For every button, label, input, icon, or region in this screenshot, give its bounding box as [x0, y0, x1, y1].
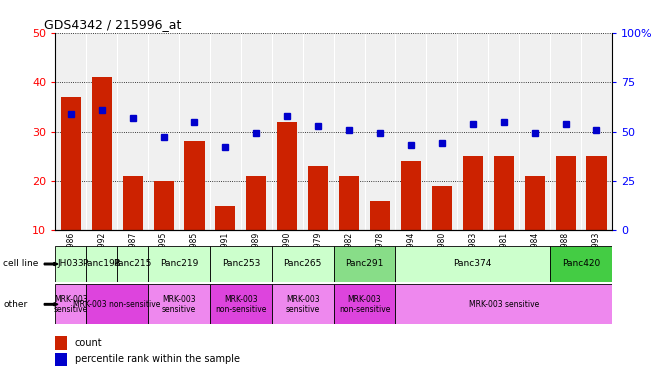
Text: Panc265: Panc265 [284, 260, 322, 268]
Bar [86, 284, 148, 324]
Bar [277, 122, 298, 230]
Bar [339, 176, 359, 230]
Bar [550, 246, 612, 282]
Text: MRK-003
sensitive: MRK-003 sensitive [162, 295, 196, 314]
Bar [154, 181, 174, 230]
Text: Panc374: Panc374 [454, 260, 492, 268]
Text: Panc420: Panc420 [562, 260, 600, 268]
Bar [148, 246, 210, 282]
Text: percentile rank within the sample: percentile rank within the sample [75, 354, 240, 364]
Text: Panc291: Panc291 [346, 260, 383, 268]
Bar [210, 284, 271, 324]
Text: MRK-003
non-sensitive: MRK-003 non-sensitive [215, 295, 266, 314]
Bar [493, 156, 514, 230]
Text: Panc198: Panc198 [83, 260, 121, 268]
Bar [271, 284, 333, 324]
Bar [525, 176, 545, 230]
Bar [271, 246, 333, 282]
Bar [148, 284, 210, 324]
Bar [463, 156, 483, 230]
Bar [86, 246, 117, 282]
Bar [92, 77, 112, 230]
Text: count: count [75, 338, 102, 348]
Text: MRK-003
sensitive: MRK-003 sensitive [53, 295, 88, 314]
Text: JH033: JH033 [57, 260, 84, 268]
Bar [184, 141, 204, 230]
Bar [401, 161, 421, 230]
Bar [587, 156, 607, 230]
Bar [333, 284, 395, 324]
Text: MRK-003 sensitive: MRK-003 sensitive [469, 300, 539, 309]
Bar [55, 336, 67, 349]
Text: Panc219: Panc219 [160, 260, 198, 268]
Bar [61, 97, 81, 230]
Bar [395, 246, 550, 282]
Bar [370, 201, 390, 230]
Text: Panc253: Panc253 [222, 260, 260, 268]
Bar [122, 176, 143, 230]
Bar [55, 353, 67, 366]
Bar [432, 186, 452, 230]
Text: MRK-003
sensitive: MRK-003 sensitive [286, 295, 320, 314]
Text: other: other [3, 300, 27, 309]
Bar [246, 176, 266, 230]
Text: Panc215: Panc215 [113, 260, 152, 268]
Bar [308, 166, 328, 230]
Bar [215, 206, 236, 230]
Text: GDS4342 / 215996_at: GDS4342 / 215996_at [44, 18, 182, 31]
Bar [395, 284, 612, 324]
Text: cell line: cell line [3, 260, 38, 268]
Bar [117, 246, 148, 282]
Text: MRK-003
non-sensitive: MRK-003 non-sensitive [339, 295, 390, 314]
Text: MRK-003 non-sensitive: MRK-003 non-sensitive [74, 300, 161, 309]
Bar [55, 284, 86, 324]
Bar [55, 246, 86, 282]
Bar [555, 156, 575, 230]
Bar [333, 246, 395, 282]
Bar [210, 246, 271, 282]
